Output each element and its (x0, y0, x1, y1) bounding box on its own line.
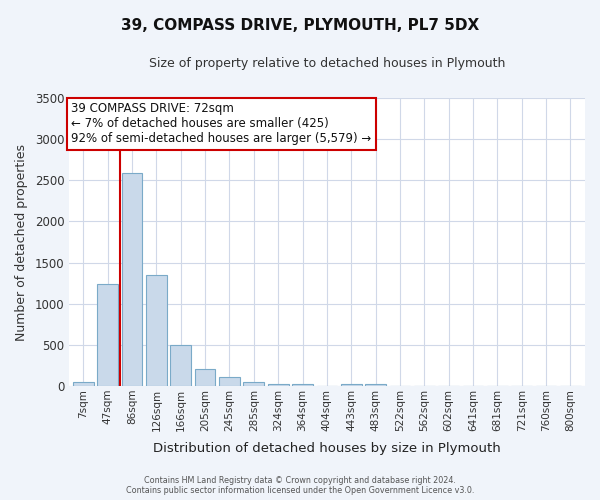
Bar (341, 384, 362, 386)
Bar (97, 284, 118, 386)
Bar (219, 377, 240, 386)
Text: Contains HM Land Registry data © Crown copyright and database right 2024.
Contai: Contains HM Land Registry data © Crown c… (126, 476, 474, 495)
Bar (73, 382, 94, 386)
Bar (122, 173, 142, 386)
Bar (365, 384, 386, 386)
Text: 39 COMPASS DRIVE: 72sqm
← 7% of detached houses are smaller (425)
92% of semi-de: 39 COMPASS DRIVE: 72sqm ← 7% of detached… (71, 102, 371, 146)
Title: Size of property relative to detached houses in Plymouth: Size of property relative to detached ho… (149, 58, 505, 70)
Bar (146, 276, 167, 386)
X-axis label: Distribution of detached houses by size in Plymouth: Distribution of detached houses by size … (153, 442, 501, 455)
Bar (244, 382, 264, 386)
Bar (268, 384, 289, 386)
Bar (195, 369, 215, 386)
Text: 39, COMPASS DRIVE, PLYMOUTH, PL7 5DX: 39, COMPASS DRIVE, PLYMOUTH, PL7 5DX (121, 18, 479, 32)
Bar (170, 346, 191, 386)
Y-axis label: Number of detached properties: Number of detached properties (15, 144, 28, 340)
Bar (292, 384, 313, 386)
